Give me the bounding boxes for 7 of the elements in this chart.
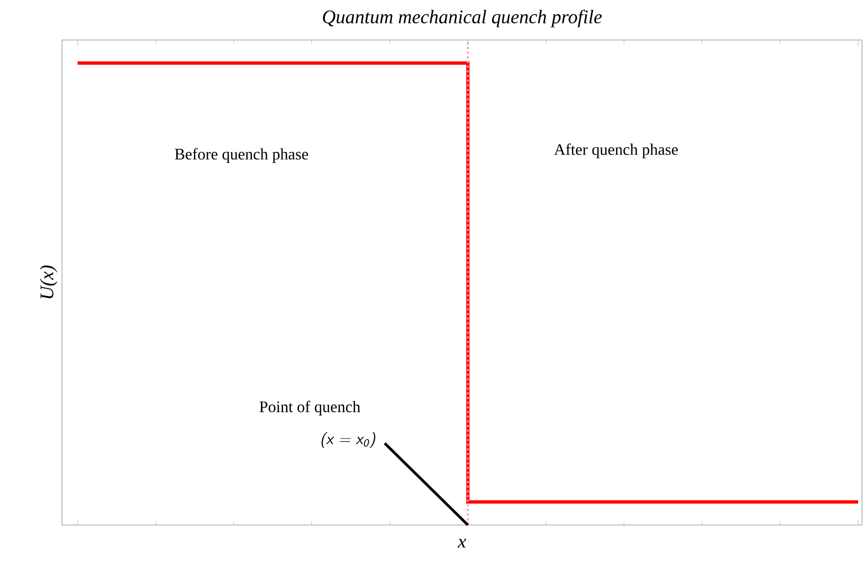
annotation: (x = x$_{0}$) <box>322 432 376 448</box>
chart-title: Quantum mechanical quench profile <box>322 10 602 28</box>
annotation: Point of quench <box>260 400 360 416</box>
x-axis-title: x <box>458 538 466 548</box>
annotation: Before quench phase <box>174 148 308 163</box>
annotation: After quench phase <box>554 144 678 158</box>
y-axis-title: U(x) <box>40 266 58 298</box>
